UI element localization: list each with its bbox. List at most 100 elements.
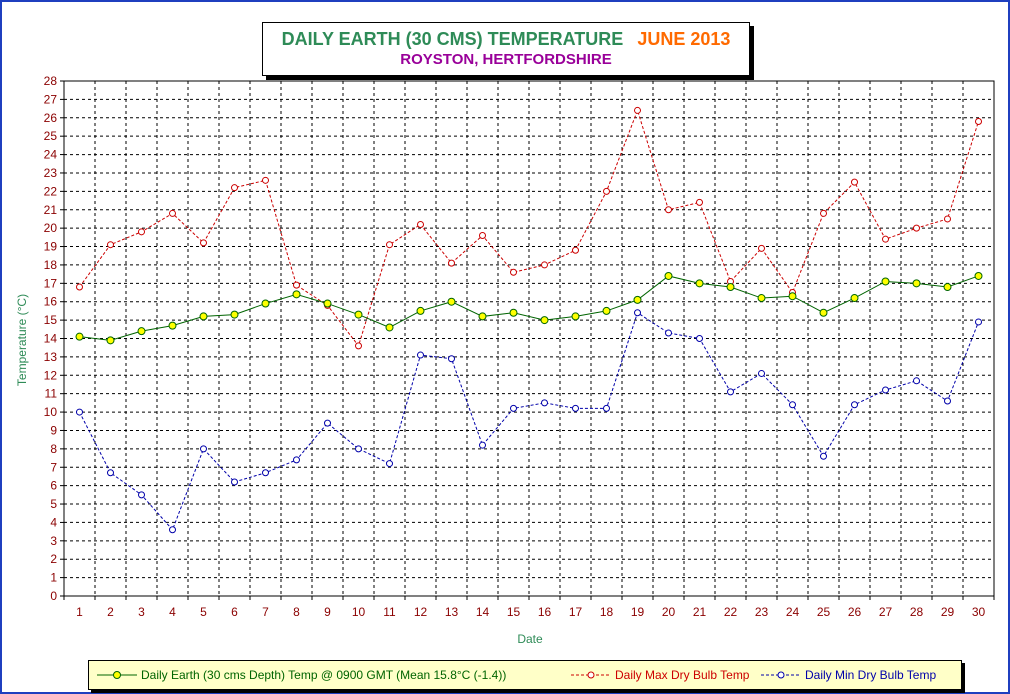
data-point	[571, 312, 580, 321]
data-point	[912, 279, 921, 288]
x-axis-label: Date	[517, 632, 543, 646]
data-point	[603, 187, 610, 195]
data-point	[850, 294, 859, 303]
x-tick-label: 24	[786, 605, 800, 619]
plot-border	[63, 80, 995, 597]
data-point	[106, 336, 115, 345]
y-tick-label: 7	[50, 460, 57, 474]
data-point	[944, 215, 951, 223]
x-tick-label: 3	[138, 605, 145, 619]
data-point	[974, 271, 983, 280]
data-point	[479, 441, 486, 449]
data-point	[200, 445, 207, 453]
chart-title-line: DAILY EARTH (30 CMS) TEMPERATURE JUNE 201…	[263, 28, 749, 50]
series-line	[79, 311, 979, 531]
data-point	[665, 329, 672, 337]
data-point	[572, 246, 579, 254]
data-point	[262, 469, 269, 477]
data-point	[788, 292, 797, 301]
y-tick-label: 18	[44, 258, 58, 272]
data-point	[354, 310, 363, 319]
legend-label-max-temp: Daily Max Dry Bulb Temp	[615, 668, 750, 682]
data-point	[447, 297, 456, 306]
x-tick-label: 1	[76, 605, 83, 619]
data-point	[417, 351, 424, 359]
y-tick-label: 26	[44, 111, 58, 125]
data-point	[76, 408, 83, 416]
x-tick-label: 30	[972, 605, 986, 619]
y-tick-label: 22	[44, 184, 58, 198]
legend-label-earth-temp: Daily Earth (30 cms Depth) Temp @ 0900 G…	[141, 668, 507, 682]
data-point	[696, 335, 703, 342]
legend-swatch-min-icon	[761, 671, 801, 679]
y-axis-label: Temperature (°C)	[15, 294, 29, 386]
y-tick-label: 21	[44, 203, 58, 217]
data-point	[168, 321, 177, 330]
chart-title: DAILY EARTH (30 CMS) TEMPERATURE	[281, 29, 624, 49]
x-tick-label: 18	[600, 605, 614, 619]
y-tick-label: 12	[44, 368, 58, 382]
y-tick-label: 4	[50, 515, 57, 529]
legend-item-max-temp: Daily Max Dry Bulb Temp	[571, 661, 749, 689]
data-point	[137, 327, 146, 336]
x-tick-label: 17	[569, 605, 583, 619]
x-tick-label: 16	[538, 605, 552, 619]
x-tick-label: 7	[262, 605, 269, 619]
chart-subtitle: ROYSTON, HERTFORDSHIRE	[400, 51, 612, 68]
data-point	[231, 478, 238, 486]
data-point	[913, 377, 920, 385]
data-point	[75, 332, 84, 341]
data-point	[603, 404, 610, 412]
data-point	[633, 295, 642, 304]
x-tick-label: 14	[476, 605, 490, 619]
series-line	[79, 108, 979, 347]
y-tick-label: 1	[50, 571, 57, 585]
data-point	[261, 299, 270, 308]
x-tick-label: 19	[631, 605, 645, 619]
x-tick-label: 6	[231, 605, 238, 619]
data-point	[262, 176, 269, 184]
x-tick-label: 20	[662, 605, 676, 619]
data-point	[757, 294, 766, 303]
y-tick-label: 5	[50, 497, 57, 511]
data-point	[107, 241, 114, 249]
y-tick-label: 14	[44, 332, 58, 346]
x-tick-label: 4	[169, 605, 176, 619]
legend-item-min-temp: Daily Min Dry Bulb Temp	[761, 661, 936, 689]
data-point	[293, 456, 300, 464]
data-point	[76, 283, 83, 291]
x-tick-label: 21	[693, 605, 707, 619]
data-point	[572, 404, 579, 412]
y-tick-label: 3	[50, 534, 57, 548]
data-point	[943, 283, 952, 291]
y-tick-label: 28	[44, 74, 58, 88]
data-point	[199, 312, 208, 321]
y-tick-label: 10	[44, 405, 58, 419]
x-tick-label: 11	[383, 605, 396, 619]
data-point	[138, 228, 145, 236]
legend: Daily Earth (30 cms Depth) Temp @ 0900 G…	[88, 660, 962, 690]
data-point	[510, 404, 517, 412]
y-tick-label: 11	[45, 387, 58, 401]
data-point	[169, 209, 176, 217]
data-point	[727, 388, 734, 396]
chart-title-box: DAILY EARTH (30 CMS) TEMPERATURE JUNE 201…	[262, 22, 750, 76]
y-tick-label: 25	[44, 129, 58, 143]
data-point	[510, 268, 517, 276]
data-point	[541, 399, 548, 407]
data-point	[820, 452, 827, 460]
chart-title-month: JUNE 2013	[637, 29, 731, 49]
x-tick-labels: 1 2 3 4 5 6 7 8 9 10 11 12 13 14 15 16 17 18 19 20 21 22 23 24 2…	[76, 605, 985, 619]
data-point	[478, 312, 487, 321]
data-point	[324, 419, 331, 427]
y-tick-label: 0	[50, 589, 57, 603]
y-tick-label: 13	[44, 350, 58, 364]
y-tick-label: 20	[44, 221, 58, 235]
data-point	[200, 239, 207, 247]
y-tick-label: 6	[50, 479, 57, 493]
legend-item-earth-temp: Daily Earth (30 cms Depth) Temp @ 0900 G…	[97, 661, 506, 689]
y-tick-label: 27	[44, 92, 58, 106]
data-point	[231, 184, 238, 192]
